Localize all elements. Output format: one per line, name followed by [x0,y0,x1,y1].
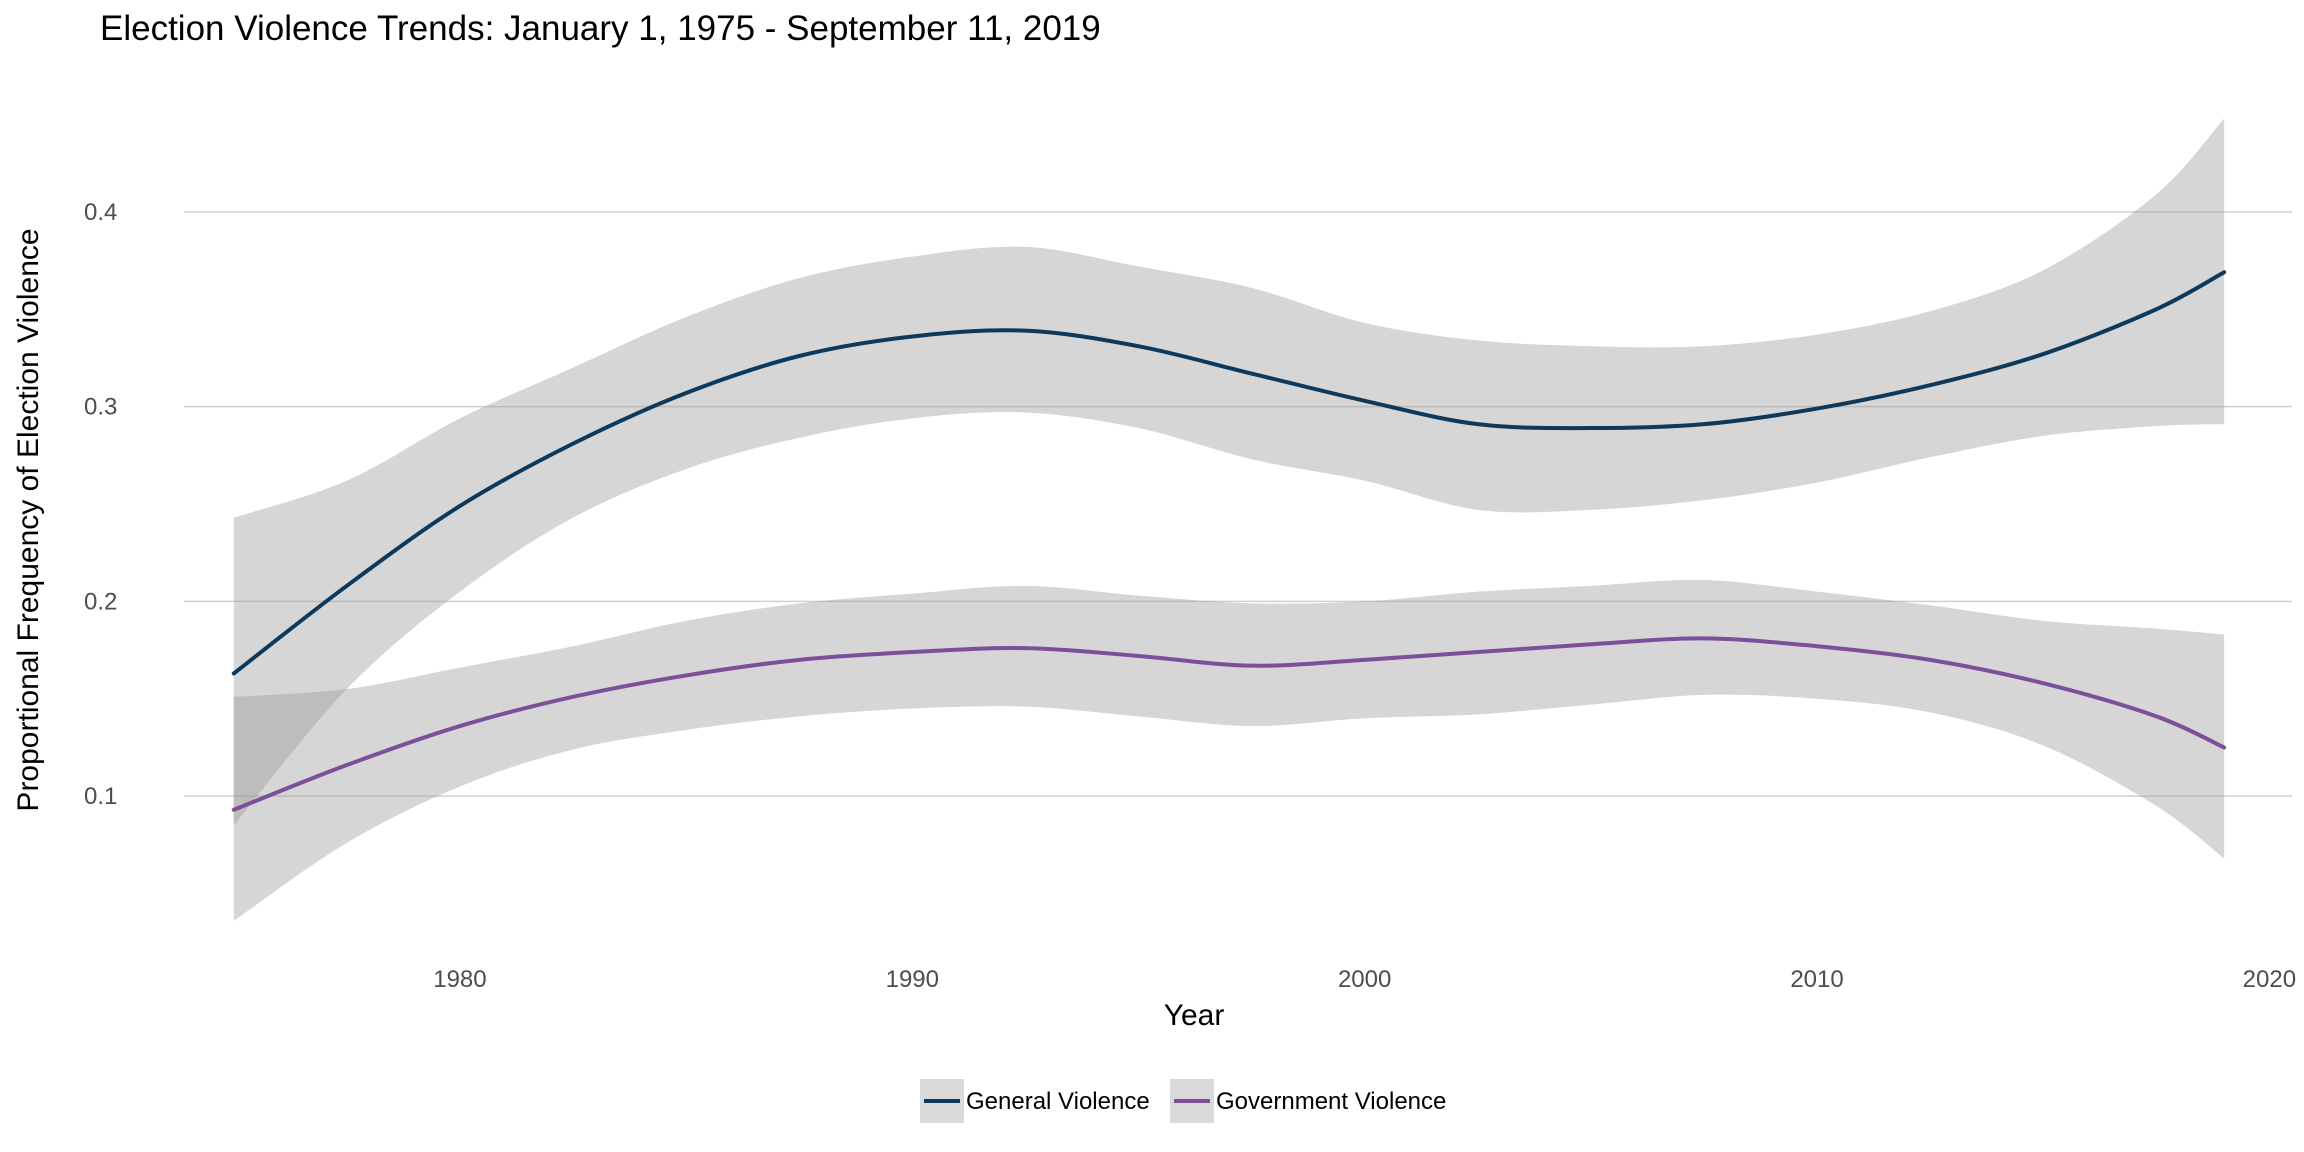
x-tick-label: 1990 [886,966,939,993]
y-tick-label: 0.2 [84,588,117,615]
y-axis-title: Proportional Frequency of Election Viole… [12,228,45,811]
y-tick-label: 0.4 [84,199,117,226]
x-tick-label: 2020 [2243,966,2296,993]
y-axis-ticks: 0.1 0.2 0.3 0.4 [84,199,117,810]
y-tick-label: 0.3 [84,394,117,421]
x-tick-label: 1980 [433,966,486,993]
x-tick-label: 2000 [1338,966,1391,993]
x-axis-title: Year [1164,999,1225,1032]
x-axis-ticks: 1980 1990 2000 2010 2020 [433,966,2296,993]
series-line [231,636,2227,812]
x-tick-label: 2010 [1790,966,1843,993]
confidence-band [233,118,2225,826]
legend-label: General Violence [966,1088,1150,1115]
legend: General Violence Government Violence [920,1079,1446,1123]
series-line [231,270,2227,676]
chart-title: Election Violence Trends: January 1, 197… [100,9,1101,48]
grid [184,211,2292,797]
y-tick-label: 0.1 [84,783,117,810]
confidence-bands [233,118,2225,921]
legend-label: Government Violence [1216,1088,1446,1115]
series-lines [231,270,2227,812]
confidence-band [233,579,2225,921]
